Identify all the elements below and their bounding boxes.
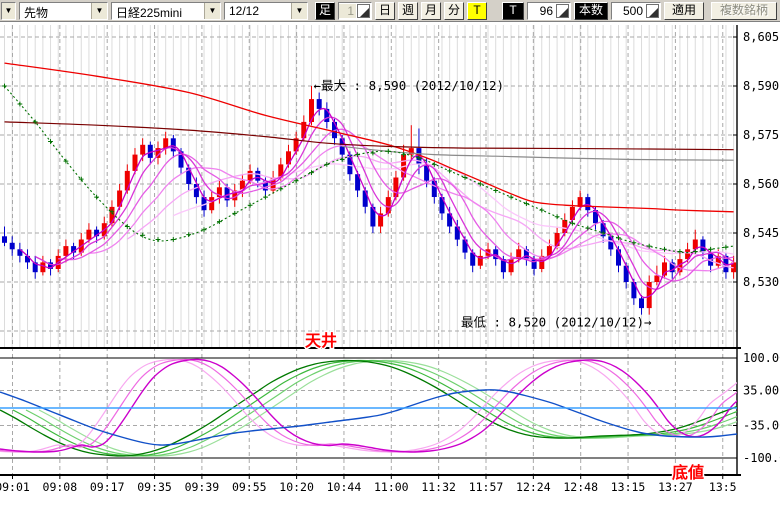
svg-text:09:17: 09:17 (90, 480, 125, 494)
tick-mode-button[interactable]: T (502, 1, 525, 20)
svg-text:8,530: 8,530 (743, 275, 779, 289)
spinner-grip-icon[interactable] (556, 3, 570, 18)
svg-text:10:20: 10:20 (279, 480, 314, 494)
svg-text:8,605: 8,605 (743, 30, 779, 44)
date-value: 12/12 (229, 3, 260, 18)
spinner-grip-icon[interactable] (646, 3, 660, 18)
svg-text:13:27: 13:27 (658, 480, 693, 494)
svg-text:8,560: 8,560 (743, 177, 779, 191)
svg-text:8,575: 8,575 (743, 128, 779, 142)
svg-text:11:00: 11:00 (374, 480, 409, 494)
svg-text:8,545: 8,545 (743, 226, 779, 240)
bar-interval-spinner[interactable]: 1 (338, 1, 373, 20)
chart-canvas[interactable]: 8,605 8,590 8,575 8,560 8,545 8,530 100.00 35.0… (0, 22, 780, 500)
symbol-value: 日経225mini (116, 5, 183, 19)
annotations-layer: ←最大 : 8,590 (2012/10/12) 最低 : 8,520 (2012… (303, 78, 705, 484)
bar-count-spinner[interactable]: 500 (611, 1, 662, 20)
bar-grid-layer (4, 25, 735, 348)
candlestick-layer (2, 86, 737, 315)
symbol-combobox[interactable]: 日経225mini ▼ (111, 1, 221, 20)
instrument-type-combobox[interactable]: 先物 ▼ (19, 1, 108, 20)
chevron-down-icon[interactable]: ▼ (91, 2, 107, 19)
svg-text:09:35: 09:35 (137, 480, 172, 494)
svg-text:底値: 底値 (672, 463, 704, 482)
overlay-lines-layer (2, 62, 734, 254)
ma-fan-layer (19, 107, 734, 299)
svg-text:09:01: 09:01 (0, 480, 30, 494)
svg-text:-100.0: -100.0 (743, 451, 780, 465)
svg-text:天井: 天井 (305, 331, 337, 350)
chevron-down-icon[interactable]: ▼ (2, 2, 15, 19)
svg-text:09:55: 09:55 (232, 480, 267, 494)
svg-text:12:48: 12:48 (563, 480, 598, 494)
oscillator-layer (0, 358, 737, 457)
tick-count-spinner[interactable]: 96 (527, 1, 572, 20)
svg-text:13:5: 13:5 (709, 480, 737, 494)
date-combobox[interactable]: 12/12 ▼ (224, 1, 308, 20)
chevron-down-icon[interactable]: ▼ (204, 2, 220, 19)
axis-labels-layer: 8,605 8,590 8,575 8,560 8,545 8,530 100.00 35.0… (0, 30, 780, 494)
axis-layer (0, 25, 741, 479)
chevron-down-icon[interactable]: ▼ (291, 2, 307, 19)
chart-area[interactable]: 8,605 8,590 8,575 8,560 8,545 8,530 100.00 35.0… (0, 22, 780, 500)
period-tick-button[interactable]: T (467, 1, 488, 20)
apply-button[interactable]: 適用 (664, 1, 705, 20)
svg-text:12:24: 12:24 (516, 480, 551, 494)
svg-text:13:15: 13:15 (611, 480, 646, 494)
multi-symbol-button[interactable]: 複数銘柄 (710, 1, 777, 20)
svg-text:←最大 : 8,590 (2012/10/12): ←最大 : 8,590 (2012/10/12) (314, 78, 505, 93)
svg-text:8,590: 8,590 (743, 79, 779, 93)
svg-text:11:32: 11:32 (421, 480, 456, 494)
tick-count-value: 96 (539, 3, 554, 18)
svg-text:09:08: 09:08 (43, 480, 78, 494)
svg-text:35.00: 35.00 (743, 384, 779, 398)
period-day-button[interactable]: 日 (375, 1, 396, 20)
bar-count-value: 500 (622, 3, 644, 18)
period-week-button[interactable]: 週 (398, 1, 419, 20)
instrument-type-value: 先物 (24, 5, 49, 19)
left-edge-combobox[interactable]: ▼ (1, 1, 16, 20)
svg-text:-35.00: -35.00 (743, 419, 780, 433)
bar-count-button[interactable]: 本数 (574, 1, 609, 20)
svg-text:10:44: 10:44 (327, 480, 362, 494)
toolbar: ▼ 先物 ▼ 日経225mini ▼ 12/12 ▼ 足 1 日 週 月 分 T… (0, 0, 780, 22)
period-minute-button[interactable]: 分 (444, 1, 465, 20)
spinner-grip-icon[interactable] (357, 3, 371, 18)
bar-interval-value: 1 (339, 3, 357, 18)
bar-type-button[interactable]: 足 (315, 1, 336, 20)
svg-text:100.00: 100.00 (743, 351, 780, 365)
svg-text:最低 : 8,520 (2012/10/12)→: 最低 : 8,520 (2012/10/12)→ (461, 315, 652, 330)
period-month-button[interactable]: 月 (421, 1, 442, 20)
svg-text:09:39: 09:39 (185, 480, 220, 494)
svg-text:11:57: 11:57 (469, 480, 504, 494)
